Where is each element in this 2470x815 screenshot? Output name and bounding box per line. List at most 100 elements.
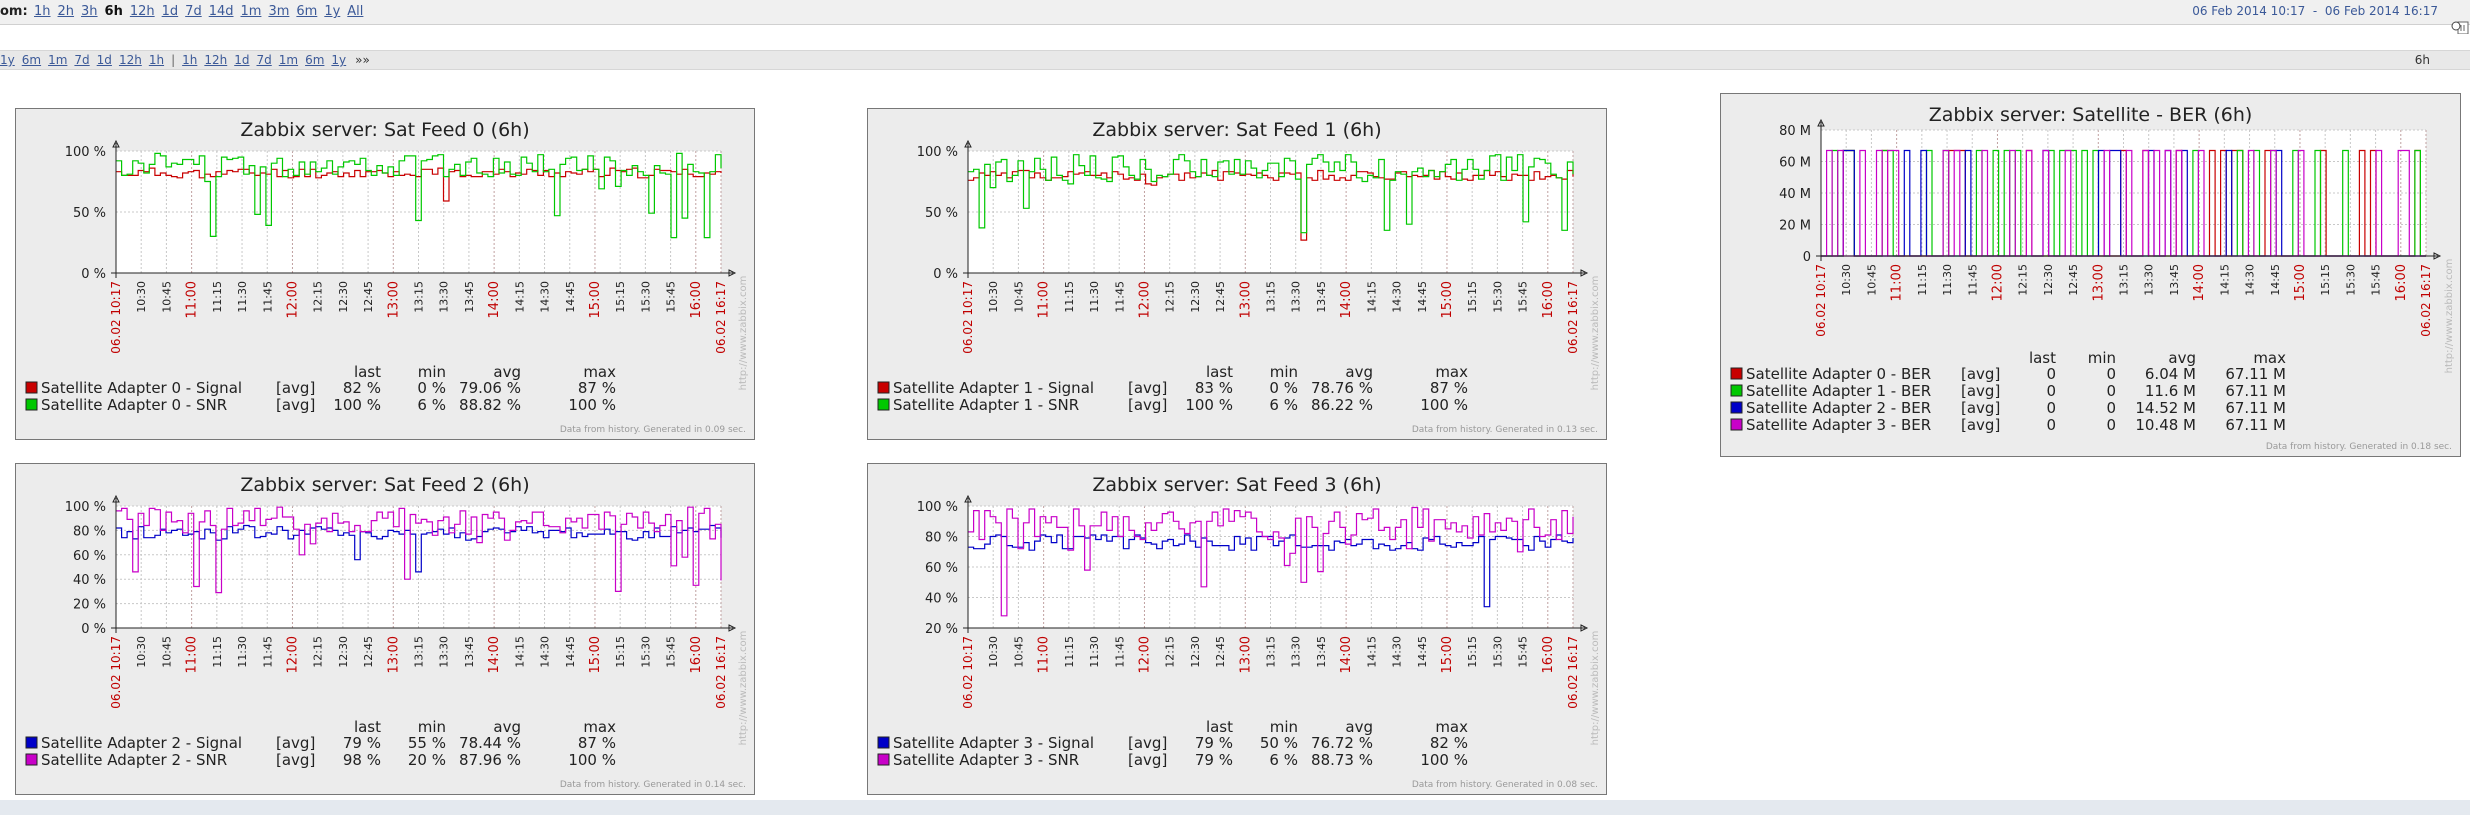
zoom-link-12h[interactable]: 12h bbox=[129, 4, 155, 19]
graph-title: Zabbix server: Sat Feed 2 (6h) bbox=[240, 474, 529, 496]
legend-min: 0 % bbox=[417, 379, 446, 397]
nav-back-6m[interactable]: 6m bbox=[21, 53, 42, 67]
nav-fwd-7d[interactable]: 7d bbox=[256, 53, 272, 67]
legend-min: 6 % bbox=[1269, 396, 1298, 414]
zoom-link-3h[interactable]: 3h bbox=[81, 4, 98, 19]
legend-swatch bbox=[25, 753, 38, 766]
x-tick-label: 11:15 bbox=[211, 636, 224, 668]
y-axis-arrow-icon bbox=[1817, 118, 1825, 127]
scroll-grip-icon[interactable] bbox=[2440, 0, 2470, 34]
period-nav-links: 1y 6m 1m 7d 1d 12h 1h | 1h 12h 1d 7d 1m 6m 1y »» bbox=[0, 53, 370, 67]
zoom-link-1y[interactable]: 1y bbox=[324, 4, 341, 19]
nav-fwd-1y[interactable]: 1y bbox=[331, 53, 347, 67]
graph-title: Zabbix server: Satellite - BER (6h) bbox=[1929, 104, 2253, 126]
nav-fwd-1m[interactable]: 1m bbox=[278, 53, 299, 67]
legend-max: 67.11 M bbox=[2225, 399, 2286, 417]
x-tick-label: 10:30 bbox=[1840, 264, 1853, 296]
x-axis-arrow-icon bbox=[2433, 252, 2442, 260]
nav-back-1d[interactable]: 1d bbox=[96, 53, 112, 67]
legend-name: Satellite Adapter 3 - Signal bbox=[893, 734, 1094, 752]
x-axis-arrow-icon bbox=[1580, 269, 1589, 277]
x-tick-label: 15:15 bbox=[1466, 281, 1479, 313]
graph-watermark: http://www.zabbix.com bbox=[1590, 631, 1601, 746]
y-tick-label: 60 % bbox=[73, 549, 106, 564]
x-axis-arrow-icon bbox=[728, 269, 737, 277]
graph-sat-feed-1[interactable]: Zabbix server: Sat Feed 1 (6h) 100 % 50 % 0… bbox=[867, 108, 1607, 440]
legend-max: 100 % bbox=[1420, 396, 1468, 414]
nav-back-1m[interactable]: 1m bbox=[48, 53, 68, 67]
legend-last: 0 bbox=[2046, 365, 2056, 383]
legend-swatch bbox=[877, 753, 890, 766]
graph-footer: Data from history. Generated in 0.09 sec… bbox=[560, 425, 746, 435]
legend-min: 0 bbox=[2106, 399, 2116, 417]
nav-fwd-12h[interactable]: 12h bbox=[204, 53, 228, 67]
legend-swatch bbox=[877, 736, 890, 749]
nav-fwd-1d[interactable]: 1d bbox=[234, 53, 250, 67]
x-tick-label: 11:45 bbox=[261, 281, 274, 313]
legend-min: 0 bbox=[2106, 416, 2116, 434]
x-tick-label: 12:15 bbox=[1164, 636, 1177, 668]
x-tick-label: 13:45 bbox=[2168, 264, 2181, 296]
y-tick-label: 50 % bbox=[73, 206, 106, 221]
legend-func: [avg] bbox=[276, 751, 315, 769]
graph-footer: Data from history. Generated in 0.18 sec… bbox=[2266, 442, 2452, 452]
legend-max: 100 % bbox=[1420, 751, 1468, 769]
x-tick-label: 10:30 bbox=[987, 636, 1000, 668]
nav-back-12h[interactable]: 12h bbox=[118, 53, 142, 67]
y-tick-label: 0 % bbox=[81, 622, 106, 637]
nav-fwd-1h[interactable]: 1h bbox=[182, 53, 198, 67]
x-tick-label: 12:15 bbox=[1164, 281, 1177, 313]
zoom-link-6h[interactable]: 6h bbox=[104, 4, 123, 19]
y-tick-label: 100 % bbox=[65, 500, 106, 515]
zoom-link-6m[interactable]: 6m bbox=[296, 4, 318, 19]
x-tick-label: 16:00 bbox=[1541, 281, 1556, 318]
graph-sat-feed-2[interactable]: Zabbix server: Sat Feed 2 (6h) 100 % 80 % 6… bbox=[15, 463, 755, 795]
nav-back-1h[interactable]: 1h bbox=[148, 53, 165, 67]
zoom-link-14d[interactable]: 14d bbox=[208, 4, 234, 19]
graph-satellite-ber[interactable]: Zabbix server: Satellite - BER (6h) 80 M 6… bbox=[1720, 93, 2461, 457]
series-line-2 bbox=[968, 506, 1574, 617]
legend-header-last: last bbox=[354, 718, 381, 736]
legend-avg: 86.22 % bbox=[1311, 396, 1373, 414]
zoom-link-1h[interactable]: 1h bbox=[34, 4, 51, 19]
nav-separator: | bbox=[171, 53, 176, 67]
legend-avg: 78.44 % bbox=[459, 734, 521, 752]
zoom-link-3m[interactable]: 3m bbox=[268, 4, 290, 19]
legend-avg: 11.6 M bbox=[2145, 382, 2196, 400]
x-tick-label: 06.02 10:17 bbox=[109, 636, 123, 709]
period-from: 06 Feb 2014 10:17 bbox=[2192, 4, 2306, 18]
legend-min: 20 % bbox=[408, 751, 446, 769]
zoom-bar: om: 1h 2h 3h 6h 12h 1d 7d 14d 1m 3m 6m 1y All 06 Feb… bbox=[0, 0, 2470, 34]
nav-fwd-6m[interactable]: 6m bbox=[305, 53, 325, 67]
x-axis-arrow-icon bbox=[1580, 624, 1589, 632]
zoom-link-1m[interactable]: 1m bbox=[240, 4, 262, 19]
legend-swatch bbox=[25, 736, 38, 749]
graph-sat-feed-0[interactable]: Zabbix server: Sat Feed 0 (6h) 100 % 50 % 0… bbox=[15, 108, 755, 440]
period-separator: - bbox=[2312, 4, 2318, 18]
x-tick-label: 14:00 bbox=[487, 281, 502, 318]
nav-back-7d[interactable]: 7d bbox=[74, 53, 90, 67]
zoom-link-2h[interactable]: 2h bbox=[57, 4, 75, 19]
x-tick-label: 14:30 bbox=[539, 636, 552, 668]
x-tick-label: 15:15 bbox=[1466, 636, 1479, 668]
y-tick-label: 80 % bbox=[73, 524, 106, 539]
legend-avg: 76.72 % bbox=[1311, 734, 1373, 752]
legend-swatch bbox=[1730, 418, 1743, 431]
x-tick-label: 06.02 10:17 bbox=[109, 281, 123, 354]
zoom-link-all[interactable]: All bbox=[347, 4, 364, 19]
graph-sat-feed-3[interactable]: Zabbix server: Sat Feed 3 (6h) 100 % 80 % 6… bbox=[867, 463, 1607, 795]
nav-more-icon[interactable]: »» bbox=[355, 53, 370, 67]
x-tick-label: 14:30 bbox=[2244, 264, 2257, 296]
x-tick-label: 15:00 bbox=[2293, 264, 2308, 301]
legend-header-last: last bbox=[2029, 349, 2056, 367]
zoom-link-1d[interactable]: 1d bbox=[161, 4, 179, 19]
zoom-link-7d[interactable]: 7d bbox=[185, 4, 202, 19]
x-tick-label: 13:30 bbox=[2143, 264, 2156, 296]
legend-swatch bbox=[877, 398, 890, 411]
x-tick-label: 13:45 bbox=[463, 636, 476, 668]
x-tick-label: 13:45 bbox=[1315, 281, 1328, 313]
x-tick-label: 11:00 bbox=[1037, 636, 1052, 673]
nav-back-1y[interactable]: 1y bbox=[0, 53, 15, 67]
graph-watermark: http://www.zabbix.com bbox=[1590, 276, 1601, 391]
x-tick-label: 15:15 bbox=[614, 281, 627, 313]
